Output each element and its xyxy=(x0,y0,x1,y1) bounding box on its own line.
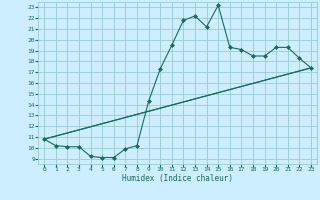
X-axis label: Humidex (Indice chaleur): Humidex (Indice chaleur) xyxy=(122,174,233,183)
